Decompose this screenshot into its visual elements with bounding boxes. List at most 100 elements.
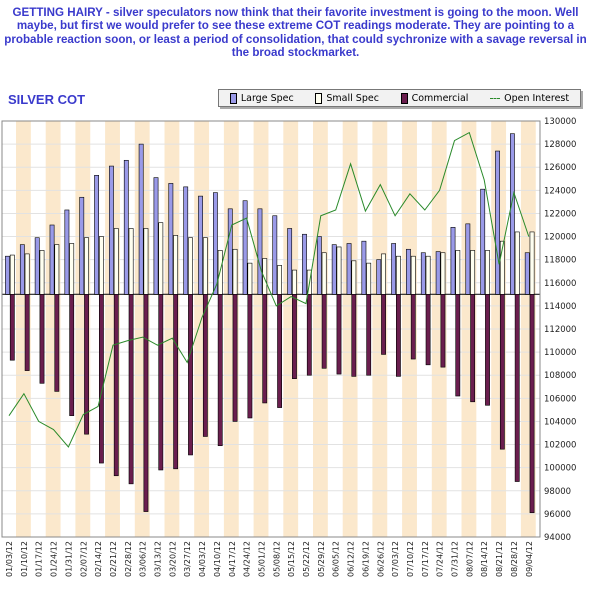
x-tick-label: 06/26/12 xyxy=(376,541,385,577)
large-spec-bar xyxy=(302,233,307,295)
x-tick-label: 02/28/12 xyxy=(124,541,133,577)
large-spec-bar xyxy=(495,150,500,295)
commercial-bar xyxy=(232,294,238,422)
x-tick-label: 05/15/12 xyxy=(287,541,296,577)
large-spec-bar xyxy=(435,251,441,295)
large-spec-bar xyxy=(524,252,530,295)
x-tick-label: 08/14/12 xyxy=(480,541,489,577)
x-tick-label: 04/03/12 xyxy=(198,541,207,577)
y-tick-label: 100000 xyxy=(544,464,576,474)
open-interest-swatch xyxy=(490,97,501,99)
small-spec-bar xyxy=(410,255,416,295)
commercial-bar xyxy=(113,294,119,477)
x-tick-label: 02/07/12 xyxy=(79,541,88,577)
y-tick-label: 108000 xyxy=(544,371,576,381)
small-spec-bar xyxy=(9,254,15,295)
small-spec-bar xyxy=(69,243,75,295)
small-spec-bar xyxy=(113,228,119,295)
large-spec-swatch xyxy=(229,92,237,104)
small-spec-bar xyxy=(202,237,208,295)
large-spec-bar xyxy=(450,227,456,295)
y-tick-label: 118000 xyxy=(544,256,576,266)
small-spec-swatch xyxy=(315,92,323,104)
x-tick-label: 01/03/12 xyxy=(5,541,14,577)
small-spec-bar xyxy=(485,250,490,295)
large-spec-bar xyxy=(272,215,278,295)
large-spec-bar xyxy=(5,255,10,295)
large-spec-bar xyxy=(153,177,159,295)
y-tick-label: 130000 xyxy=(544,117,576,127)
commercial-bar xyxy=(514,294,520,482)
small-spec-bar xyxy=(455,250,461,295)
commercial-bar xyxy=(470,294,476,403)
x-tick-label: 05/22/12 xyxy=(302,541,311,577)
y-tick-label: 120000 xyxy=(544,233,576,243)
commercial-bar xyxy=(54,294,60,392)
commercial-bar xyxy=(455,294,461,397)
x-tick-label: 07/10/12 xyxy=(406,541,415,577)
large-spec-bar xyxy=(257,208,263,295)
small-spec-bar xyxy=(143,228,149,295)
commercial-swatch xyxy=(400,92,408,104)
small-spec-bar xyxy=(366,262,372,295)
small-spec-bar xyxy=(351,260,357,295)
x-tick-label: 06/12/12 xyxy=(347,541,356,577)
small-spec-bar xyxy=(514,231,520,295)
y-tick-label: 122000 xyxy=(544,209,576,219)
small-spec-bar xyxy=(321,252,327,295)
legend-label-commercial: Commercial xyxy=(411,92,469,104)
x-tick-label: 05/29/12 xyxy=(317,541,326,577)
commercial-bar xyxy=(158,294,164,471)
small-spec-bar xyxy=(247,262,253,295)
small-spec-bar xyxy=(99,236,104,295)
commercial-bar xyxy=(292,294,297,379)
legend-item-small-spec: Small Spec xyxy=(315,92,379,104)
commercial-bar xyxy=(440,294,446,368)
large-spec-bar xyxy=(198,195,203,295)
commercial-bar xyxy=(499,294,505,450)
commercial-bar xyxy=(143,294,149,512)
chart-legend: Large Spec Small Spec Commercial Open In… xyxy=(218,89,581,107)
small-spec-bar xyxy=(425,255,431,295)
commercial-bar xyxy=(188,294,193,456)
commercial-bar xyxy=(9,294,15,361)
large-spec-bar xyxy=(123,159,129,295)
legend-item-open-interest: Open Interest xyxy=(490,93,569,104)
legend-label-large-spec: Large Spec xyxy=(240,92,294,104)
large-spec-bar xyxy=(465,223,471,295)
y-tick-label: 106000 xyxy=(544,394,576,404)
large-spec-bar xyxy=(138,143,144,295)
x-tick-label: 01/24/12 xyxy=(50,541,59,577)
y-tick-label: 104000 xyxy=(544,417,576,427)
large-spec-bar xyxy=(183,186,189,295)
y-tick-label: 116000 xyxy=(544,279,576,289)
y-tick-label: 110000 xyxy=(544,348,576,358)
large-spec-bar xyxy=(406,248,411,295)
y-tick-label: 114000 xyxy=(544,302,576,312)
small-spec-bar xyxy=(54,244,60,295)
commercial-bar xyxy=(336,294,342,375)
large-spec-bar xyxy=(109,165,114,295)
commercial-bar xyxy=(247,294,253,419)
chart-title: SILVER COT xyxy=(8,92,86,107)
headline-text: GETTING HAIRY - silver speculators now t… xyxy=(4,6,587,60)
large-spec-bar xyxy=(64,209,70,295)
large-spec-bar xyxy=(287,228,293,295)
commercial-bar xyxy=(39,294,45,384)
commercial-bar xyxy=(202,294,208,437)
small-spec-bar xyxy=(158,222,164,295)
small-spec-bar xyxy=(395,255,401,295)
legend-label-open-interest: Open Interest xyxy=(504,92,570,104)
x-tick-label: 03/06/12 xyxy=(139,541,148,577)
legend-label-small-spec: Small Spec xyxy=(326,92,379,104)
x-tick-label: 08/07/12 xyxy=(465,541,474,577)
large-spec-bar xyxy=(361,240,367,295)
small-spec-bar xyxy=(128,228,134,295)
commercial-bar xyxy=(410,294,416,360)
x-tick-label: 05/08/12 xyxy=(272,541,281,577)
commercial-bar xyxy=(306,294,312,376)
large-spec-bar xyxy=(94,175,99,295)
large-spec-bar xyxy=(391,243,396,295)
large-spec-bar xyxy=(79,196,85,295)
